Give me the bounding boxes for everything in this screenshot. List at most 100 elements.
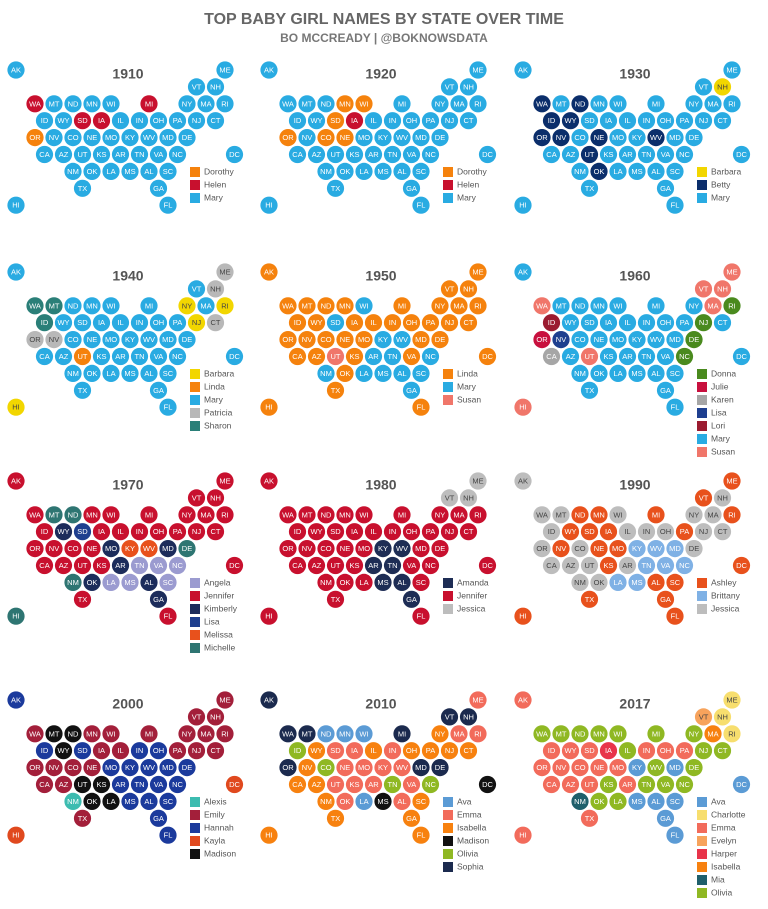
legend-swatch [443,849,453,859]
state-circle [260,472,278,490]
state-circle [187,708,206,726]
state-circle [383,556,402,575]
state-circle [168,523,187,541]
state-label: WY [310,116,322,125]
legend-label: Alexis [204,796,227,806]
state-label: MD [162,133,174,142]
state-circle [402,556,421,575]
legend-label: Mary [204,192,224,202]
state-circle [374,331,392,349]
state-circle [288,775,307,794]
state-label: IN [643,116,651,125]
state-label: NC [172,352,183,361]
state-label: MD [415,544,427,553]
legend-label: Isabella [457,822,487,832]
state-label: NE [87,133,97,142]
state-circle [130,314,149,332]
state-label: VT [445,712,455,721]
state-label: PA [173,318,182,327]
legend-swatch [697,810,707,820]
state-circle [64,759,82,777]
state-label: NE [87,763,97,772]
legend-swatch [443,395,453,405]
state-circle [666,196,684,214]
state-label: FL [671,612,680,621]
state-label: IA [605,527,612,536]
legend-swatch [697,862,707,872]
state-label: ID [41,746,49,755]
state-circle [478,145,497,164]
state-circle [121,162,139,180]
state-label: HI [12,403,20,412]
state-label: ME [472,476,483,485]
legend-label: Kimberly [204,603,238,613]
state-label: AZ [312,780,322,789]
state-label: MA [200,301,211,310]
state-circle [421,523,440,541]
state-circle [130,742,149,760]
state-label: MA [453,729,464,738]
state-label: CT [718,527,728,536]
state-circle [279,129,297,147]
state-circle [647,540,665,558]
state-label: NH [717,493,728,502]
state-label: CA [39,150,49,159]
state-label: WY [310,318,322,327]
state-label: IN [136,318,144,327]
state-circle [561,347,580,366]
state-circle [64,129,82,147]
state-circle [92,775,111,794]
state-circle [111,742,130,760]
state-label: IL [370,318,376,327]
state-label: KY [125,133,135,142]
state-label: NE [87,544,97,553]
state-label: CO [67,544,78,553]
state-circle [609,792,627,811]
state-circle [533,759,551,777]
state-circle [130,523,149,541]
state-label: MI [398,729,406,738]
state-circle [102,540,120,558]
state-label: OR [282,133,294,142]
state-label: AR [368,352,379,361]
legend-swatch [190,180,200,190]
state-circle [609,506,627,524]
state-circle [383,742,402,760]
state-circle [102,573,120,592]
state-label: NV [49,335,59,344]
state-label: DE [689,763,699,772]
state-circle [440,742,459,760]
state-label: MD [669,763,681,772]
state-circle [618,742,637,760]
state-circle [374,364,392,382]
state-circle [83,759,101,777]
legend-swatch [697,180,707,190]
state-label: ME [219,476,230,485]
state-label: SC [416,578,427,587]
state-label: NY [689,729,699,738]
state-circle [168,314,187,332]
state-circle [552,506,570,524]
state-label: WY [310,746,322,755]
state-circle [35,314,54,332]
state-label: ME [219,267,230,276]
state-label: TX [331,595,341,604]
state-circle [279,540,297,558]
state-circle [7,691,25,709]
state-label: MO [105,133,117,142]
state-label: ME [726,476,737,485]
state-circle [628,331,646,349]
state-circle [216,61,234,79]
state-circle [317,506,335,524]
state-circle [723,297,741,315]
state-label: WA [282,510,294,519]
state-circle [64,540,82,558]
state-circle [675,314,694,332]
state-circle [732,775,751,794]
state-circle [383,314,402,332]
state-circle [298,297,316,315]
panel-title: 1980 [365,477,396,493]
state-label: NM [574,369,586,378]
state-label: CA [39,561,49,570]
state-circle [590,95,608,113]
